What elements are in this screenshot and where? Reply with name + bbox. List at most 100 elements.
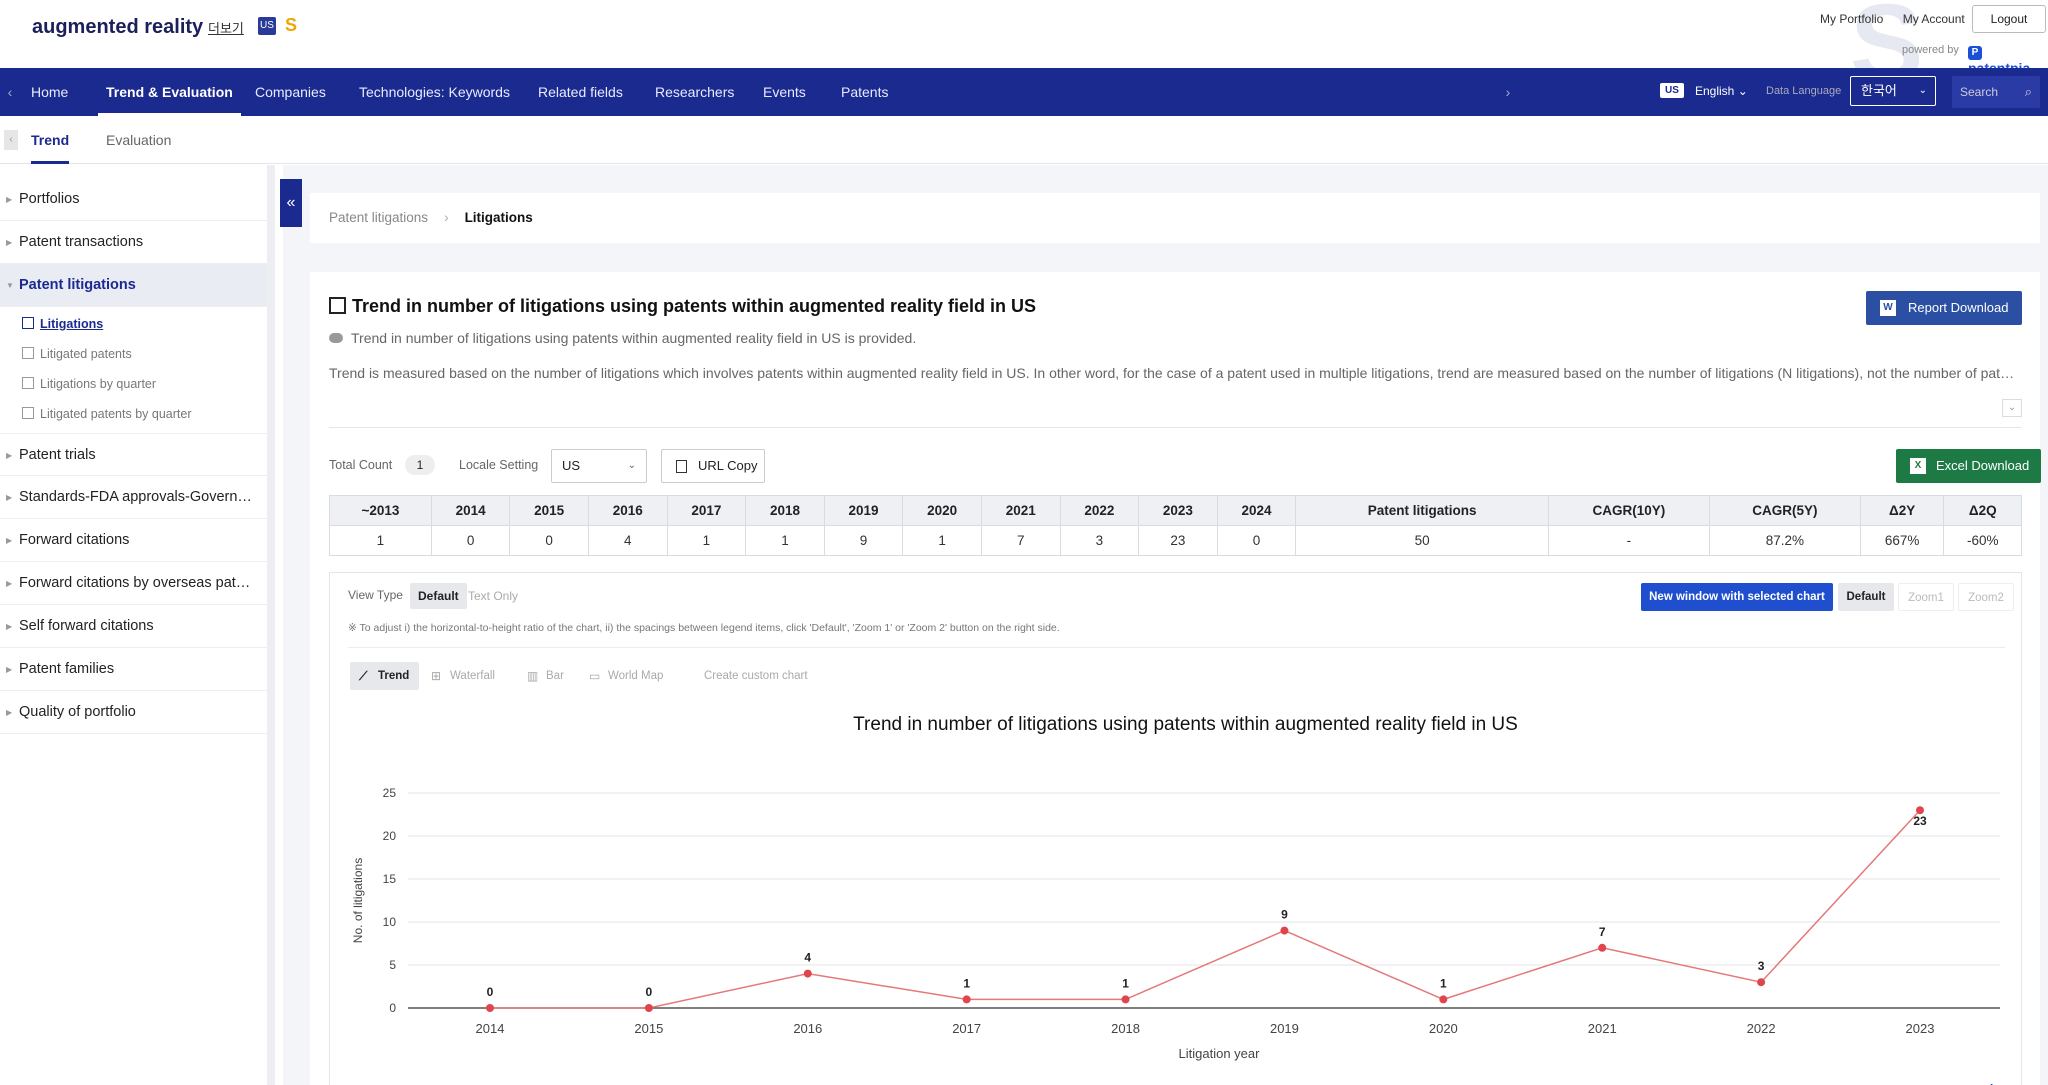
sidebar-item-patent-trials[interactable]: ▶ Patent trials (0, 433, 267, 476)
data-label: 1 (1122, 976, 1129, 990)
currency-icon[interactable]: S (285, 15, 298, 35)
zoom2-button[interactable]: Zoom2 (1958, 583, 2014, 611)
chart-type-label: World Map (608, 670, 664, 682)
series-line (490, 809, 1921, 1009)
nav-search-box[interactable]: Search ⌕ (1952, 76, 2040, 108)
table-header-cell: Δ2Y (1859, 495, 1945, 526)
table-cell: 7 (980, 525, 1061, 556)
table-header-cell: 2014 (430, 495, 511, 526)
subtab-prev-icon[interactable]: ‹ (4, 130, 18, 150)
nav-prev-icon[interactable]: ‹ (7, 84, 13, 100)
url-copy-button[interactable]: URL Copy (661, 449, 765, 483)
tab-evaluation[interactable]: Evaluation (106, 132, 172, 148)
table-header-cell: 2023 (1138, 495, 1218, 526)
nav-trend-evaluation[interactable]: Trend & Evaluation (98, 68, 241, 116)
zoom-default-button[interactable]: Default (1838, 583, 1894, 611)
x-tick-label: 2017 (952, 1021, 981, 1036)
nav-next-icon[interactable]: › (1505, 84, 1511, 100)
sidebar-sub-litigated-patents[interactable]: Litigated patents (22, 339, 132, 369)
chart-title: Trend in number of litigations using pat… (853, 714, 1518, 735)
locale-setting-label: Locale Setting (459, 458, 539, 472)
nav-patents[interactable]: Patents (841, 84, 889, 100)
sidebar: ▶ Portfolios ▶ Patent transactions ▼ Patent… (0, 165, 275, 1085)
nav-technologies-keywords[interactable]: Technologies: Keywords (359, 84, 510, 100)
chart-type-trend[interactable]: ⟋ Trend (350, 662, 420, 690)
locale-select[interactable]: US ⌄ (551, 449, 647, 483)
divider (329, 427, 2022, 428)
data-point (1598, 943, 1607, 952)
data-language-select[interactable]: 한국어 ⌄ (1850, 76, 1936, 106)
x-tick-label: 2014 (476, 1021, 505, 1036)
locale-value: US (562, 458, 581, 473)
nav-events[interactable]: Events (763, 84, 806, 100)
sidebar-item-self-forward-citations[interactable]: ▶ Self forward citations (0, 605, 267, 648)
table-cell: 0 (509, 525, 589, 556)
page-title: Trend in number of litigations using pat… (329, 296, 1036, 317)
sidebar-sub-litigations-by-quarter[interactable]: Litigations by quarter (22, 369, 156, 399)
sidebar-item-quality-of-portfolio[interactable]: ▶ Quality of portfolio (0, 691, 267, 734)
x-tick-label: 2016 (793, 1021, 822, 1036)
filter-row: Total Count 1 Locale Setting US ⌄ URL Cop… (329, 449, 2041, 483)
language-selector[interactable]: English ⌄ (1695, 84, 1748, 98)
card-subtitle: Trend in number of litigations using pat… (329, 330, 916, 346)
caret-right-icon: ▶ (6, 195, 13, 204)
table-header-cell: ~2013 (329, 495, 432, 526)
chart-type-waterfall[interactable]: ⊞ Waterfall (422, 662, 505, 690)
my-portfolio-link[interactable]: My Portfolio (1820, 12, 1884, 26)
sidebar-item-patent-families[interactable]: ▶ Patent families (0, 648, 267, 691)
x-tick-label: 2020 (1429, 1021, 1458, 1036)
logout-button[interactable]: Logout (1972, 5, 2046, 33)
nav-researchers[interactable]: Researchers (655, 84, 735, 100)
excel-download-button[interactable]: X Excel Download (1896, 449, 2041, 483)
nav-companies[interactable]: Companies (255, 84, 326, 100)
table-cell: -60% (1943, 525, 2022, 556)
sidebar-item-patent-transactions[interactable]: ▶ Patent transactions (0, 221, 267, 264)
data-point (962, 995, 971, 1004)
zoom1-button[interactable]: Zoom1 (1898, 583, 1954, 611)
sidebar-item-forward-citations[interactable]: ▶ Forward citations (0, 519, 267, 562)
sidebar-item-portfolios[interactable]: ▶ Portfolios (0, 178, 267, 221)
main-nav: ‹ Home Trend & Evaluation Companies Tech… (0, 68, 2048, 116)
excel-download-label: Excel Download (1936, 458, 2030, 473)
chevron-right-icon: › (444, 210, 449, 225)
breadcrumb-parent[interactable]: Patent litigations (329, 210, 429, 225)
sidebar-item-label: Self forward citations (19, 618, 154, 634)
view-text-only-button[interactable]: Text Only (468, 589, 519, 603)
y-tick-label: 10 (383, 915, 397, 929)
trend-line-chart: Trend in number of litigations using pat… (351, 714, 2000, 1085)
sidebar-item-label: Patent litigations (19, 277, 136, 293)
sidebar-item-label: Forward citations (19, 532, 130, 548)
caret-right-icon: ▶ (6, 238, 13, 247)
chart-type-bar[interactable]: ▥ Bar (518, 662, 574, 690)
y-tick-label: 15 (383, 872, 397, 886)
my-account-link[interactable]: My Account (1902, 12, 1965, 26)
chart-type-custom[interactable]: Create custom chart (676, 662, 818, 690)
sidebar-item-forward-citations-overseas[interactable]: ▶ Forward citations by overseas pat… (0, 562, 267, 605)
sidebar-sub-litigations[interactable]: Litigations (22, 309, 103, 339)
more-link[interactable]: 더보기 (208, 21, 244, 36)
report-download-button[interactable]: W Report Download (1866, 291, 2022, 325)
table-cell: 1 (902, 525, 982, 556)
sidebar-item-standards[interactable]: ▶ Standards-FDA approvals-Govern… (0, 476, 267, 519)
view-default-button[interactable]: Default (410, 583, 467, 609)
chart-type-world-map[interactable]: ▭ World Map (580, 662, 673, 690)
excel-icon: X (1910, 458, 1926, 474)
sidebar-sub-litigated-patents-by-quarter[interactable]: Litigated patents by quarter (22, 399, 192, 429)
sidebar-sub-label: Litigated patents by quarter (40, 407, 192, 421)
language-label: English (1695, 84, 1735, 98)
tab-trend[interactable]: Trend (31, 116, 70, 164)
nav-related-fields[interactable]: Related fields (538, 84, 623, 100)
x-tick-label: 2015 (634, 1021, 663, 1036)
country-badge: US (258, 17, 276, 35)
table-header-cell: 2018 (745, 495, 825, 526)
trend-line-icon: ⟋ (359, 669, 368, 683)
expand-description-icon[interactable]: ⌄ (2002, 399, 2022, 417)
collapse-sidebar-icon[interactable]: « (280, 179, 302, 227)
nav-home[interactable]: Home (31, 84, 69, 100)
search-icon[interactable]: ⌕ (2024, 84, 2032, 99)
x-tick-label: 2023 (1906, 1021, 1935, 1036)
sidebar-item-patent-litigations[interactable]: ▼ Patent litigations (0, 264, 267, 307)
x-tick-label: 2022 (1747, 1021, 1776, 1036)
new-window-chart-button[interactable]: New window with selected chart (1641, 583, 1833, 611)
chart-type-label: Bar (546, 670, 564, 682)
